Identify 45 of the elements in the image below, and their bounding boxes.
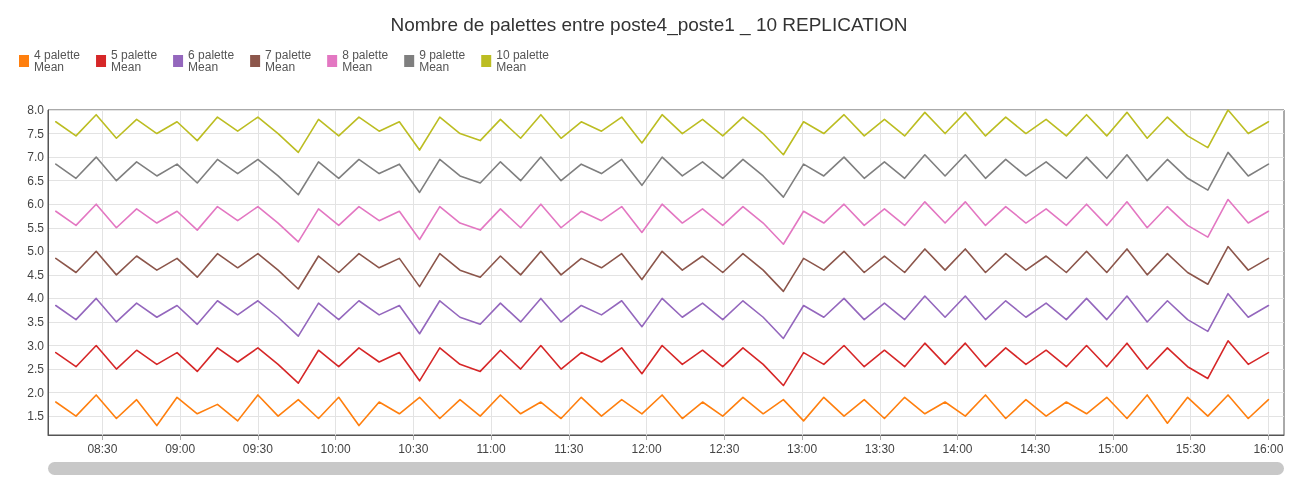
x-tick-label: 16:00 <box>1253 442 1284 456</box>
x-tick-label: 10:00 <box>320 442 351 456</box>
y-tick-label: 2.5 <box>27 362 45 377</box>
y-tick-label: 3.5 <box>27 314 45 329</box>
x-tick-label: 13:00 <box>787 442 818 456</box>
x-tick-label: 09:00 <box>165 442 196 456</box>
y-tick-label: 2.0 <box>27 385 45 400</box>
line-series <box>54 151 1270 198</box>
x-tick-label: 12:00 <box>631 442 662 456</box>
x-tick-label: 15:30 <box>1175 442 1207 456</box>
x-tick-label: 15:00 <box>1097 442 1129 456</box>
y-tick-label: 7.0 <box>27 150 45 165</box>
y-tick-label: 6.5 <box>27 173 45 188</box>
line-series <box>54 245 1270 293</box>
legend-label: 10 palette Mean <box>496 48 550 74</box>
y-tick-label: 5.5 <box>27 220 45 235</box>
x-tick-label: 09:30 <box>242 442 274 456</box>
x-tick-label: 14:30 <box>1020 442 1051 456</box>
legend-label: 5 palette Mean <box>111 48 158 74</box>
line-series <box>54 198 1270 246</box>
y-tick-label: 7.5 <box>27 126 45 141</box>
legend-label: 8 palette Mean <box>342 48 389 74</box>
y-tick-label: 4.5 <box>27 267 45 282</box>
line-series <box>54 340 1270 387</box>
legend-label: 9 palette Mean <box>419 48 466 74</box>
x-tick-label: 11:00 <box>476 442 506 456</box>
y-tick-label: 1.5 <box>27 409 45 424</box>
y-tick-label: 8.0 <box>27 103 45 117</box>
legend-label: 7 palette Mean <box>265 48 312 74</box>
x-tick-label: 08:30 <box>87 442 118 456</box>
line-series <box>54 394 1270 427</box>
legend-label: 4 palette Mean <box>34 48 81 74</box>
x-tick-label: 14:00 <box>942 442 973 456</box>
y-tick-label: 3.0 <box>27 338 45 353</box>
legend-label: 6 palette Mean <box>188 48 235 74</box>
x-tick-label: 10:30 <box>398 442 429 456</box>
line-series <box>54 292 1270 340</box>
x-tick-label: 11:30 <box>554 442 584 456</box>
y-tick-label: 5.0 <box>27 244 45 259</box>
x-tick-label: 12:30 <box>709 442 740 456</box>
x-tick-label: 13:30 <box>864 442 896 456</box>
chart-title: Nombre de palettes entre poste4_poste1 _ 10 REPLICATION <box>390 14 908 36</box>
y-tick-label: 6.0 <box>27 197 45 212</box>
line-series <box>54 109 1270 156</box>
y-tick-label: 4.0 <box>27 291 45 306</box>
